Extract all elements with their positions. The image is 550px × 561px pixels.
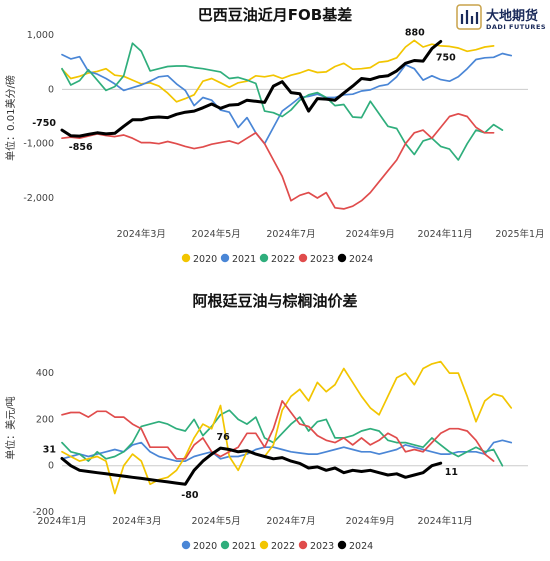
chart1-legend-marker [259,253,269,263]
chart1-legend-marker [220,253,230,263]
chart2-series-2022 [61,360,513,495]
chart2-annotation: 76 [217,432,231,443]
chart2-xtick-label: 2024年9月 [346,515,395,527]
chart1-series-2021 [61,52,513,145]
chart1-legend: 2020 2021 2022 2023 2024 [181,253,373,265]
chart2-series-2020 [61,439,513,462]
chart2-legend: 2020 2021 2022 2023 2024 [181,540,373,552]
chart1-series-2020 [61,39,495,103]
chart2-annotation: 11 [445,467,458,478]
chart2-ytick-label: -200 [32,507,54,518]
chart2-series [60,360,513,495]
chart1-ytick-label: -2,000 [23,193,54,204]
chart1-legend-label: 2021 [232,254,256,265]
chart2-xtick-label: 2024年5月 [192,515,241,527]
chart2-legend-marker [181,540,191,550]
chart2-legend-marker [220,540,230,550]
chart1-series [60,39,513,210]
chart2-ylabel: 单位：美元/吨 [4,396,17,459]
chart2-legend-marker [337,540,347,550]
logo-mark-bars-icon [460,10,479,24]
chart1-ytick-label: 1,000 [27,30,54,41]
chart2-legend-label: 2022 [271,541,295,552]
chart1-xtick-label: 2024年3月 [117,228,166,240]
chart2-legend-label: 2024 [349,541,373,552]
chart1-xtick-label: 2025年1月 [495,228,544,240]
chart2-ytick-label: 400 [36,368,54,379]
chart1-ytick-label: 0 [48,84,54,95]
chart1-xtick-label: 2024年5月 [192,228,241,240]
chart1-annotation: -856 [69,142,93,153]
chart1-series-2023 [61,112,495,210]
chart1-legend-label: 2022 [271,254,295,265]
logo-name-cn: 大地期货 [486,8,538,24]
chart1-title: 巴西豆油近月FOB基差 [198,6,352,24]
chart1-legend-marker [181,253,191,263]
chart1-ylabel: 单位：0.01美分/磅 [4,75,17,161]
chart1-xtick-label: 2024年11月 [418,228,473,240]
chart2-ytick-label: 0 [48,461,54,472]
chart2-legend-label: 2021 [232,541,256,552]
chart1-series-2022 [61,42,504,161]
chart1-legend-label: 2020 [193,254,217,265]
chart2-legend-marker [259,540,269,550]
chart2-xtick-label: 2024年11月 [418,515,473,527]
chart-brazil-soyoil-basis: 巴西豆油近月FOB基差 单位：0.01美分/磅 1,000 0 -1,000 -2,0… [4,6,545,265]
chart2-series-2021 [61,409,504,467]
chart2-series-2024 [60,446,443,486]
chart2-legend-label: 2020 [193,541,217,552]
chart2-ytick-label: 200 [36,414,54,425]
chart1-annotation: 880 [405,28,425,39]
chart2-title: 阿根廷豆油与棕榈油价差 [192,292,357,310]
chart1-legend-marker [337,253,347,263]
chart1-legend-label: 2024 [349,254,373,265]
chart1-annotation: -750 [32,118,56,129]
chart1-legend-label: 2023 [310,254,334,265]
chart1-series-2024 [60,40,443,138]
chart1-annotations: -750 -856 880 750 [32,28,456,153]
logo-mark-icon [456,4,482,30]
chart1-axes: 1,000 0 -1,000 -2,000 2024年3月 2024年5月 2024年7月 2… [23,30,544,240]
chart2-annotations: 31 -80 76 11 [43,432,458,501]
chart2-annotation: 31 [43,445,56,456]
chart2-annotation: -80 [181,490,199,501]
chart1-ytick-label: -1,000 [23,139,54,150]
chart2-xtick-label: 2024年3月 [112,515,161,527]
chart1-xtick-label: 2024年9月 [346,228,395,240]
logo: 大地期货 DADI FUTURES [456,4,546,31]
logo-name-en: DADI FUTURES [486,23,546,31]
chart2-series-2023 [61,400,495,462]
chart2-xtick-label: 2024年7月 [266,515,315,527]
chart1-xtick-label: 2024年7月 [266,228,315,240]
chart2-xtick-label: 2024年1月 [37,515,86,527]
chart2-legend-marker [298,540,308,550]
chart1-annotation: 750 [436,53,456,64]
chart2-legend-label: 2023 [310,541,334,552]
chart1-legend-marker [298,253,308,263]
